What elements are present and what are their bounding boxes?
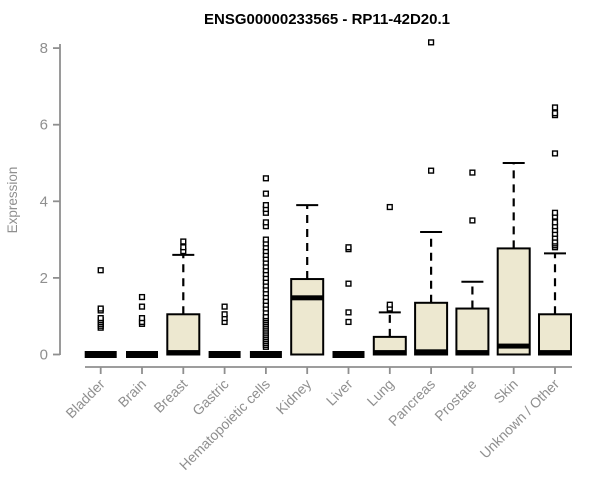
outlier-point xyxy=(97,305,104,312)
outlier-point xyxy=(221,303,228,310)
outlier-point xyxy=(345,309,352,316)
outlier-point xyxy=(469,217,476,224)
collapsed-box xyxy=(332,351,365,358)
box-rect xyxy=(290,278,325,356)
box-pancreas xyxy=(414,39,449,356)
outlier-point xyxy=(97,315,104,322)
median-line xyxy=(539,350,571,356)
outlier-point xyxy=(345,318,352,326)
box-liver xyxy=(332,244,365,358)
y-tick-label: 4 xyxy=(40,193,48,210)
box-lung xyxy=(372,203,407,356)
median-line xyxy=(291,295,324,301)
outlier-point xyxy=(262,219,270,226)
box-brain xyxy=(126,293,158,358)
outlier-point xyxy=(428,167,435,174)
x-tick-label: Bladder xyxy=(62,376,108,422)
median-line xyxy=(497,343,530,349)
outlier-point xyxy=(221,311,228,318)
collapsed-box xyxy=(126,351,158,358)
outlier-point xyxy=(386,203,393,211)
outlier-point xyxy=(262,202,270,209)
outlier-point xyxy=(551,150,559,157)
x-tick-label: Brain xyxy=(115,376,149,410)
outlier-point xyxy=(262,175,270,182)
x-tick-label: Liver xyxy=(323,376,356,409)
outlier-point xyxy=(138,293,146,301)
box-skin xyxy=(496,162,531,356)
collapsed-box xyxy=(208,351,241,358)
box-kidney xyxy=(290,204,325,356)
outlier-point xyxy=(469,169,476,176)
y-axis-label: Expression xyxy=(5,167,20,234)
median-line xyxy=(373,350,406,356)
chart-title: ENSG00000233565 - RP11-42D20.1 xyxy=(204,11,450,28)
x-tick-label: Skin xyxy=(490,376,521,407)
outlier-point xyxy=(551,110,559,117)
box-rect xyxy=(538,313,572,356)
outlier-point xyxy=(428,39,435,46)
outlier-point xyxy=(551,104,559,111)
box-gastric xyxy=(208,303,241,358)
outlier-point xyxy=(345,244,352,251)
collapsed-box xyxy=(249,351,282,358)
box-unknown-other xyxy=(538,104,572,356)
outlier-point xyxy=(262,190,270,197)
x-tick-label: Prostate xyxy=(431,376,479,424)
box-rect xyxy=(496,247,531,356)
outlier-point xyxy=(551,209,559,216)
outlier-point xyxy=(386,301,393,308)
median-line xyxy=(415,349,448,355)
box-prostate xyxy=(455,169,490,356)
x-tick-label: Kidney xyxy=(273,376,315,418)
box-hematopoietic-cells xyxy=(249,175,282,358)
box-rect xyxy=(455,307,490,356)
outlier-point xyxy=(345,280,352,287)
y-tick-label: 8 xyxy=(40,40,48,57)
median-line xyxy=(167,350,200,356)
x-tick-label: Breast xyxy=(150,376,190,416)
box-bladder xyxy=(84,267,117,358)
x-tick-label: Lung xyxy=(364,376,397,409)
y-tick-label: 0 xyxy=(40,347,48,364)
y-tick-label: 6 xyxy=(40,117,48,134)
outlier-point xyxy=(97,267,104,274)
outlier-point xyxy=(551,219,559,226)
box-breast xyxy=(166,238,201,356)
collapsed-box xyxy=(84,351,117,358)
outlier-point xyxy=(138,315,146,322)
box-rect xyxy=(414,301,449,356)
y-tick-label: 2 xyxy=(40,270,48,287)
outlier-point xyxy=(138,303,146,310)
median-line xyxy=(456,350,489,356)
box-layer xyxy=(84,39,572,358)
outlier-point xyxy=(262,236,270,243)
box-rect xyxy=(166,313,201,356)
outlier-point xyxy=(180,244,187,251)
outlier-point xyxy=(180,238,187,245)
